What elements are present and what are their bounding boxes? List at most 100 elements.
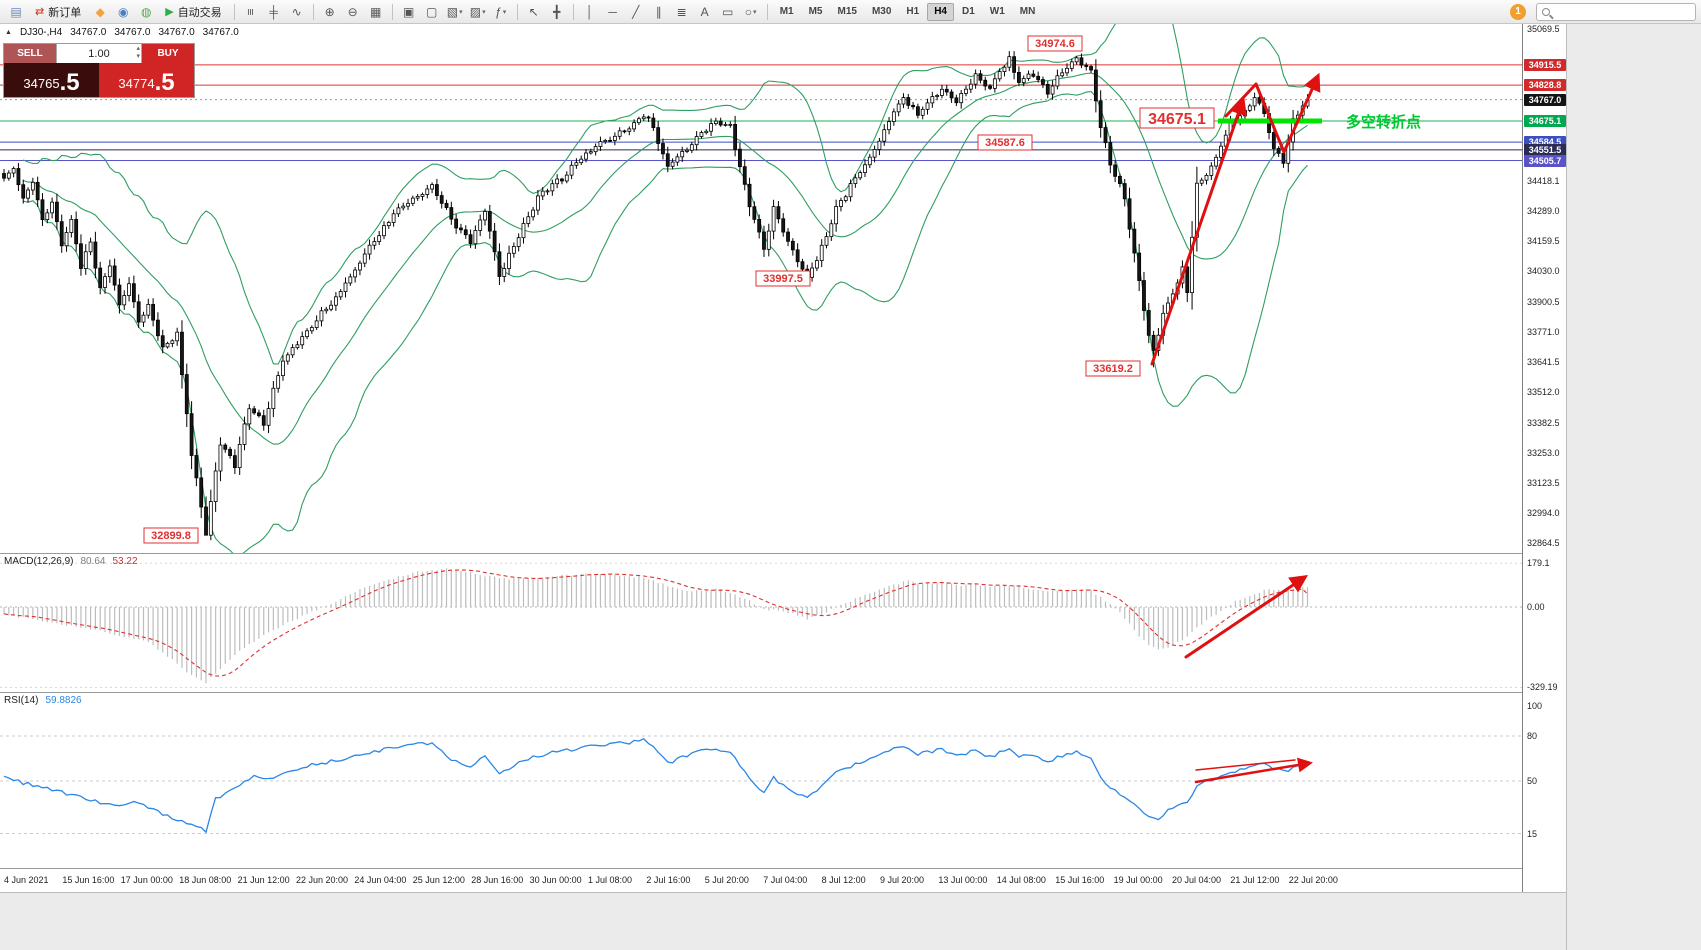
macd-tick: 179.1 [1527,558,1550,569]
macd-signal-line [3,569,1308,677]
volume-spinner[interactable]: ▴ ▾ [136,45,140,61]
macd-pane[interactable] [0,553,1522,692]
toolbar-groups: ▤ ⇄ 新订单 ◆ ◉ ◍ ▶ 自动交易 ≡ ╪ ∿ ⊕ ⊖ ▦ ▣ ▢ ▧ ▾ ▨ ▾ ƒ ▾ ↖ ╋ │ ─ ╱ ∥ ≣ A ▭ ○ ▾ M1… [5,2,1042,22]
timeframe-w1[interactable]: W1 [989,6,1005,17]
time-axis[interactable]: 4 Jun 2021 15 Jun 16:00 17 Jun 00:00 18 Jun… [0,868,1566,892]
price-tick: 33253.0 [1527,447,1560,458]
rsi-label: RSI(14) 59.8826 [4,695,82,706]
ohlc-open: 34767.0 [70,27,107,38]
time-axis-label: 25 Jun 12:00 [412,875,465,885]
timeframe-h1[interactable]: H1 [906,6,920,17]
notification-badge[interactable]: 1 [1510,3,1526,20]
volume-up-button[interactable]: ▴ [136,45,140,52]
search-box[interactable] [1536,2,1696,21]
sell-button[interactable]: SELL [4,44,56,63]
community-icon[interactable]: ◍ [140,4,152,19]
timeframe-mn[interactable]: MN [1019,6,1036,17]
price-badge: 34551.5 [1524,143,1566,156]
shapes-dropdown[interactable]: ○ ▾ [744,4,757,19]
new-order-button[interactable]: ⇄ 新订单 [35,6,82,19]
line-chart-icon[interactable]: ∿ [291,4,302,19]
rsi-tick: 80 [1527,731,1538,741]
label-tool-icon[interactable]: ▭ [722,4,734,19]
price-tick: 35069.5 [1527,24,1560,34]
macd-tick: 0.00 [1527,602,1545,612]
mql5-icon[interactable]: ◆ [95,4,105,19]
symbol-name: DJ30-,H4 [19,27,63,38]
price-badge: 34828.8 [1524,79,1566,92]
horizontal-lines[interactable] [0,64,1522,162]
text-tool-icon[interactable]: A [700,4,709,19]
buy-price[interactable]: 34774.5 [99,63,194,97]
timeframe-h4[interactable]: H4 [927,2,954,21]
collapse-chart-icon[interactable]: ▲ [5,29,12,36]
time-axis-label: 30 Jun 00:00 [529,875,582,885]
trendline-icon[interactable]: ╱ [632,4,640,19]
time-axis-label: 15 Jul 16:00 [1055,875,1105,885]
price-badge: 34915.5 [1524,58,1566,71]
crosshair-icon[interactable]: ╋ [553,4,561,19]
macd-trend-arrow[interactable] [1184,574,1308,659]
rsi-line [3,738,1308,834]
toolbar-separator [233,3,235,20]
search-input[interactable] [1555,6,1675,17]
buy-button[interactable]: BUY [142,44,194,63]
timeframe-m15[interactable]: M15 [837,6,857,17]
one-click-trading-panel: SELL 1.00 ▴ ▾ BUY 34765.5 34774.5 [3,43,195,98]
cursor-icon[interactable]: ↖ [528,4,539,19]
chinese-annotation: 多空转折点 [1346,113,1421,131]
timeframe-m5[interactable]: M5 [808,6,823,17]
autotrading-button[interactable]: ▶ 自动交易 [165,6,222,19]
indicators-dropdown[interactable]: ƒ ▾ [495,4,507,19]
pane-separator[interactable] [0,553,1566,554]
time-axis-label: 1 Jul 08:00 [588,875,633,885]
volume-down-button[interactable]: ▾ [136,53,140,60]
time-axis-label: 7 Jul 04:00 [763,875,808,885]
timeframe-d1[interactable]: D1 [962,6,975,17]
time-axis-label: 21 Jul 12:00 [1230,875,1280,885]
wallet-icon[interactable]: ◉ [117,4,129,19]
pane-separator[interactable] [0,692,1566,693]
price-badge: 34767.0 [1524,93,1566,106]
zoom-in-icon[interactable]: ⊕ [324,4,335,19]
toolbar: ▤ ⇄ 新订单 ◆ ◉ ◍ ▶ 自动交易 ≡ ╪ ∿ ⊕ ⊖ ▦ ▣ ▢ ▧ ▾ ▨ ▾ ƒ ▾ ↖ ╋ │ ─ ╱ ∥ ≣ A ▭ ○ ▾ M1… [0,0,1701,24]
price-tick: 33123.5 [1527,477,1560,488]
new-chart-dropdown[interactable]: ▧ ▾ [446,4,463,19]
cascade-windows-icon[interactable]: ▢ [426,4,438,19]
candlestick-chart-icon[interactable]: ╪ [269,4,278,19]
vertical-line-icon[interactable]: │ [585,4,594,19]
time-axis-label: 21 Jun 12:00 [237,875,290,885]
time-axis-label: 19 Jul 00:00 [1113,875,1163,885]
timeframe-m1[interactable]: M1 [779,6,794,17]
timeframe-m30[interactable]: M30 [871,6,892,17]
fibonacci-icon[interactable]: ≣ [676,4,687,19]
bar-chart-icon[interactable]: ≡ [243,7,258,16]
price-tick: 33900.5 [1527,296,1560,307]
time-axis-label: 17 Jun 00:00 [120,875,173,885]
time-axis-label: 14 Jul 08:00 [996,875,1046,885]
trend-arrows[interactable] [1150,72,1321,366]
rsi-pane[interactable] [0,692,1522,868]
chart-window[interactable]: 34974.6 34675.1 34587.6 33997.5 33619.2 32899… [0,24,1566,892]
price-badge: 34505.7 [1524,154,1566,167]
sell-price[interactable]: 34765.5 [4,63,99,97]
rsi-trend-arrow[interactable] [1194,757,1313,784]
main-price-pane[interactable]: 34974.6 34675.1 34587.6 33997.5 33619.2 32899… [0,24,1522,553]
price-tick: 32864.5 [1527,538,1560,549]
horizontal-line-icon[interactable]: ─ [608,4,617,19]
chart-window-icon[interactable]: ▤ [10,4,22,19]
svg-text:32899.8: 32899.8 [151,530,191,542]
price-tick: 33382.5 [1527,417,1560,428]
price-scale[interactable]: 35069.5 34418.1 34289.0 34159.5 34030.0 33900… [1522,24,1566,892]
price-tick: 34030.0 [1527,266,1560,277]
volume-field[interactable]: 1.00 ▴ ▾ [56,44,142,63]
time-axis-label: 22 Jun 20:00 [296,875,349,885]
profiles-dropdown[interactable]: ▨ ▾ [469,4,486,19]
zoom-out-icon[interactable]: ⊖ [347,4,358,19]
tile-windows-icon[interactable]: ▦ [370,4,382,19]
auto-arrange-icon[interactable]: ▣ [403,4,415,19]
volume-value[interactable]: 1.00 [88,47,110,60]
channel-icon[interactable]: ∥ [655,4,662,19]
rsi-trend-arrow[interactable] [1195,759,1296,771]
workspace-background [1566,24,1701,950]
